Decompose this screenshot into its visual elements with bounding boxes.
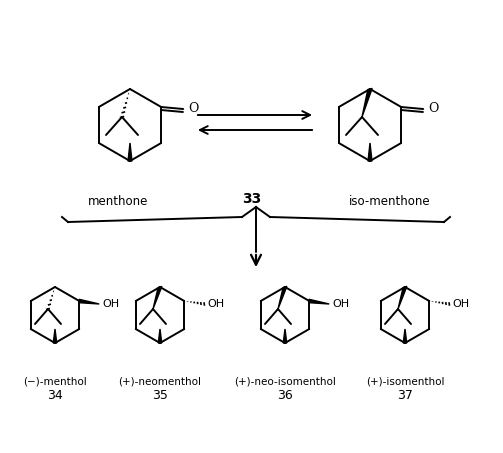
Text: O: O	[428, 101, 439, 115]
Text: OH: OH	[452, 299, 469, 309]
Polygon shape	[368, 143, 372, 161]
Text: (−)-menthol: (−)-menthol	[23, 377, 87, 387]
Polygon shape	[158, 329, 162, 343]
Text: (+)-neomenthol: (+)-neomenthol	[119, 377, 202, 387]
Polygon shape	[309, 299, 329, 304]
Text: menthone: menthone	[88, 195, 148, 208]
Text: O: O	[188, 101, 199, 115]
Polygon shape	[398, 286, 407, 309]
Polygon shape	[283, 329, 287, 343]
Text: 37: 37	[397, 389, 413, 402]
Text: 34: 34	[47, 389, 63, 402]
Text: OH: OH	[332, 299, 350, 309]
Polygon shape	[128, 143, 132, 161]
Polygon shape	[362, 88, 372, 117]
Polygon shape	[53, 329, 57, 343]
Polygon shape	[79, 299, 99, 304]
Polygon shape	[278, 286, 287, 309]
Polygon shape	[153, 286, 162, 309]
Text: 35: 35	[152, 389, 168, 402]
Text: iso-menthone: iso-menthone	[349, 195, 431, 208]
Text: 36: 36	[277, 389, 293, 402]
Text: OH: OH	[102, 299, 119, 309]
Text: 33: 33	[242, 192, 262, 206]
Polygon shape	[403, 329, 407, 343]
Text: OH: OH	[207, 299, 224, 309]
Text: (+)-isomenthol: (+)-isomenthol	[366, 377, 444, 387]
Text: (+)-neo-isomenthol: (+)-neo-isomenthol	[234, 377, 336, 387]
